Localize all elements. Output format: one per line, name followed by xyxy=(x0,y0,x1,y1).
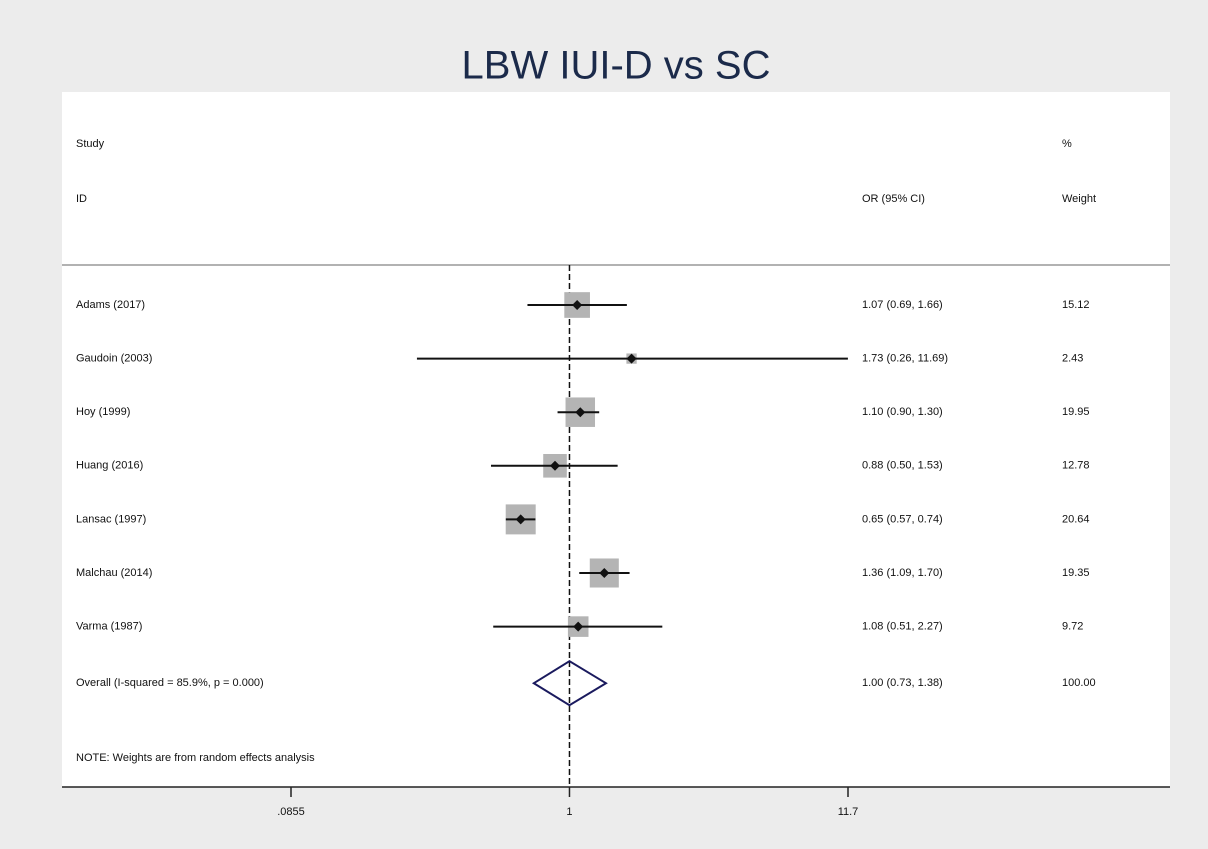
study-label: Adams (2017) xyxy=(76,299,145,311)
estimate-label: 1.73 (0.26, 11.69) xyxy=(862,353,948,365)
overall-diamond xyxy=(531,660,608,707)
estimate-label: 1.36 (1.09, 1.70) xyxy=(862,567,943,579)
weight-label: 19.35 xyxy=(1062,567,1090,579)
header: OR (95% CI) xyxy=(862,193,925,205)
weight-label: 15.12 xyxy=(1062,299,1090,311)
header: Weight xyxy=(1062,193,1096,205)
study-label: Varma (1987) xyxy=(76,621,142,633)
point-estimate xyxy=(550,460,561,471)
x-tick-label: 1 xyxy=(566,806,572,818)
study-label: Hoy (1999) xyxy=(76,406,130,418)
study-label: Gaudoin (2003) xyxy=(76,353,152,365)
header: % xyxy=(1062,138,1072,150)
point-estimate xyxy=(626,353,637,364)
header: ID xyxy=(76,193,87,205)
point-estimate xyxy=(599,568,610,578)
estimate-label: 1.00 (0.73, 1.38) xyxy=(862,677,943,689)
overall-label: Overall (I-squared = 85.9%, p = 0.000) xyxy=(76,677,264,689)
note: NOTE: Weights are from random effects an… xyxy=(76,752,315,764)
weight-label: 20.64 xyxy=(1062,513,1090,525)
chart-title: LBW IUI-D vs SC xyxy=(462,44,771,88)
weight-label: 19.95 xyxy=(1062,406,1090,418)
estimate-label: 1.07 (0.69, 1.66) xyxy=(862,299,943,311)
estimate-label: 0.65 (0.57, 0.74) xyxy=(862,513,943,525)
x-tick-label: .0855 xyxy=(277,806,305,818)
header: Study xyxy=(76,138,105,150)
x-tick-label: 11.7 xyxy=(838,806,859,818)
study-label: Malchau (2014) xyxy=(76,567,152,579)
weight-label: 100.00 xyxy=(1062,677,1096,689)
estimate-label: 1.08 (0.51, 2.27) xyxy=(862,621,943,633)
plot-panel xyxy=(62,92,1170,787)
study-label: Lansac (1997) xyxy=(76,513,146,525)
weight-label: 9.72 xyxy=(1062,621,1083,633)
point-estimate xyxy=(573,621,584,632)
point-estimate xyxy=(515,514,526,525)
weight-label: 12.78 xyxy=(1062,460,1090,472)
study-label: Huang (2016) xyxy=(76,460,143,472)
point-estimate xyxy=(572,300,583,310)
estimate-label: 1.10 (0.90, 1.30) xyxy=(862,406,943,418)
estimate-label: 0.88 (0.50, 1.53) xyxy=(862,460,943,472)
point-estimate xyxy=(575,407,586,418)
weight-label: 2.43 xyxy=(1062,353,1083,365)
